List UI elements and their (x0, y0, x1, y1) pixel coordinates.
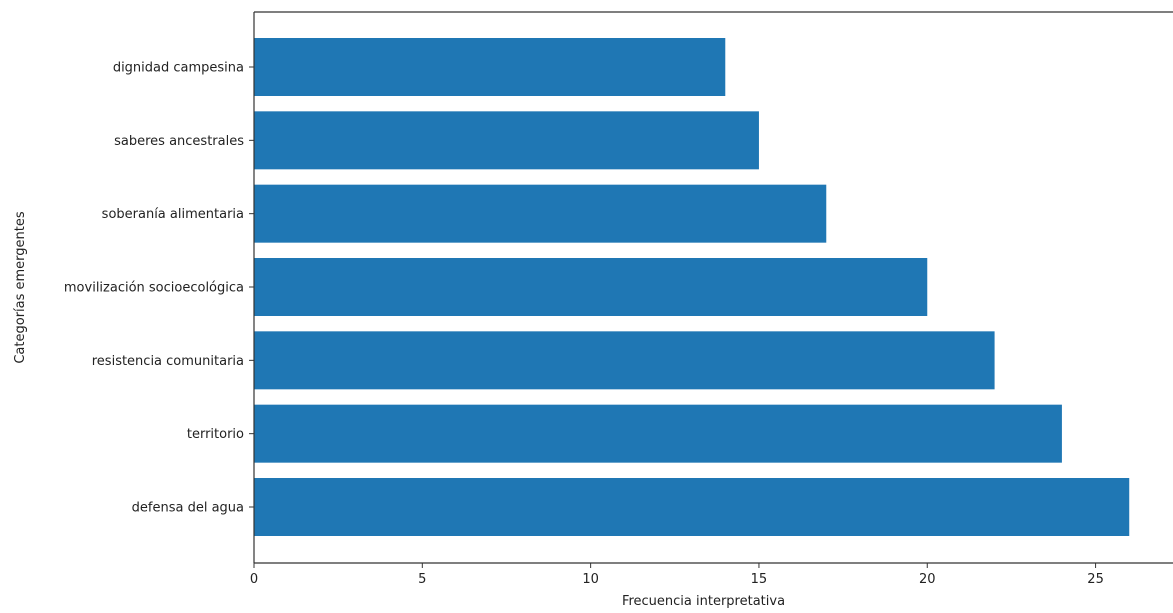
x-tick-label: 15 (751, 572, 768, 587)
bar-territorio (254, 404, 1062, 463)
y-tick-label: movilización socioecológica (64, 281, 244, 296)
x-axis-title: Frecuencia interpretativa (622, 594, 785, 609)
x-tick-label: 10 (582, 572, 599, 587)
y-tick-label: defensa del agua (132, 501, 244, 516)
bar-defensa-del-agua (254, 478, 1130, 536)
y-tick-label: soberanía alimentaria (102, 207, 244, 222)
y-tick-label: saberes ancestrales (114, 134, 244, 149)
y-axis-title: Categorías emergentes (13, 211, 28, 364)
x-tick-label: 20 (919, 572, 936, 587)
bar-dignidad-campesina (254, 38, 726, 96)
y-tick-label: territorio (187, 427, 244, 442)
y-tick-label: dignidad campesina (113, 61, 244, 76)
bar-resistencia-comunitaria (254, 331, 995, 390)
bar-saberes-ancestrales (254, 111, 759, 170)
x-tick-label: 0 (250, 572, 258, 587)
bars-layer (254, 38, 1130, 536)
bar-soberanía-alimentaria (254, 184, 827, 243)
y-ticks: dignidad campesina saberes ancestrales sob… (64, 61, 254, 516)
y-tick-label: resistencia comunitaria (92, 354, 244, 369)
bar-movilización-socioecológica (254, 258, 928, 316)
x-tick-label: 5 (418, 572, 426, 587)
x-ticks: 0 5 10 15 20 25 (250, 563, 1104, 587)
x-tick-label: 25 (1087, 572, 1104, 587)
